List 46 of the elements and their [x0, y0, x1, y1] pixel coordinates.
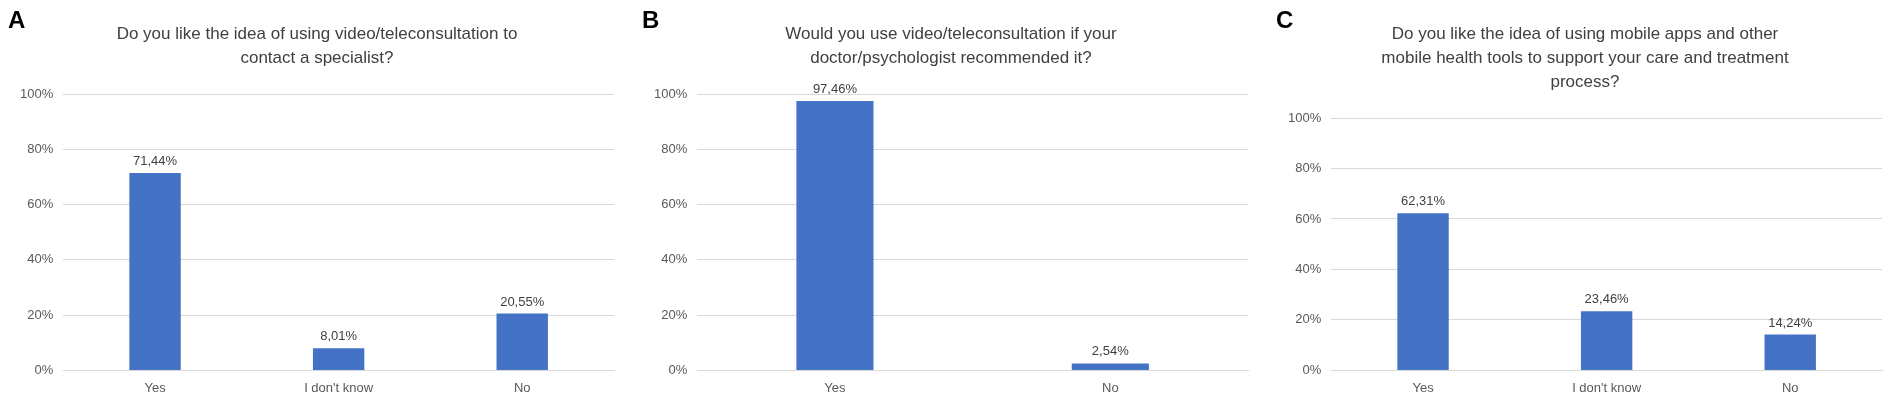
x-tick-label: Yes: [1412, 379, 1435, 395]
data-label: 62,31%: [1400, 193, 1446, 209]
bar: [1580, 311, 1633, 370]
bar: [312, 348, 365, 370]
y-tick-label: 0%: [1302, 361, 1322, 377]
x-tick-label: Yes: [824, 379, 847, 395]
y-tick-label: 20%: [27, 306, 54, 322]
x-tick-label: No: [1102, 379, 1119, 395]
y-tick-label: 60%: [661, 196, 688, 212]
y-tick-label: 0%: [34, 361, 54, 377]
y-tick-label: 100%: [20, 85, 54, 101]
y-tick-label: 100%: [654, 85, 688, 101]
data-label: 14,24%: [1768, 314, 1813, 330]
data-label: 20,55%: [500, 293, 545, 309]
y-tick-label: 80%: [1295, 160, 1322, 176]
y-tick-label: 40%: [661, 251, 688, 267]
x-tick-label: Yes: [144, 379, 167, 395]
y-tick-label: 40%: [27, 251, 54, 267]
y-tick-label: 40%: [1295, 261, 1322, 277]
y-tick-label: 20%: [661, 306, 688, 322]
y-tick-label: 20%: [1295, 311, 1322, 327]
chart-title: Would you use video/teleconsultation if your doctor/psychologist recommended it?: [784, 23, 1118, 69]
data-label: 97,46%: [812, 81, 858, 97]
text: A: [8, 6, 26, 34]
y-tick-label: 0%: [668, 361, 688, 377]
y-tick-label: 60%: [1295, 210, 1322, 226]
bar: [1764, 334, 1816, 370]
data-label: 71,44%: [132, 153, 178, 169]
text: C: [1276, 6, 1294, 34]
chart-title: Do you like the idea of using mobile apps and other mobile health tools to support your care and treatment process?: [1380, 23, 1790, 93]
data-label: 8,01%: [320, 328, 358, 344]
bar: [129, 172, 181, 370]
y-tick-label: 80%: [27, 140, 54, 156]
bar: [1397, 213, 1449, 370]
x-tick-label: I don't know: [1572, 379, 1642, 395]
y-tick-label: 60%: [27, 196, 54, 212]
x-tick-label: I don't know: [304, 379, 374, 395]
x-tick-label: No: [1781, 379, 1799, 395]
y-tick-label: 100%: [1288, 109, 1322, 125]
x-tick-label: No: [513, 379, 531, 395]
text: B: [642, 6, 660, 34]
bar: [496, 313, 548, 370]
y-tick-label: 80%: [661, 140, 688, 156]
chart-title: Do you like the idea of using video/teleconsultation to contact a specialist?: [115, 23, 519, 69]
data-label: 2,54%: [1091, 343, 1130, 359]
data-label: 23,46%: [1584, 291, 1630, 307]
